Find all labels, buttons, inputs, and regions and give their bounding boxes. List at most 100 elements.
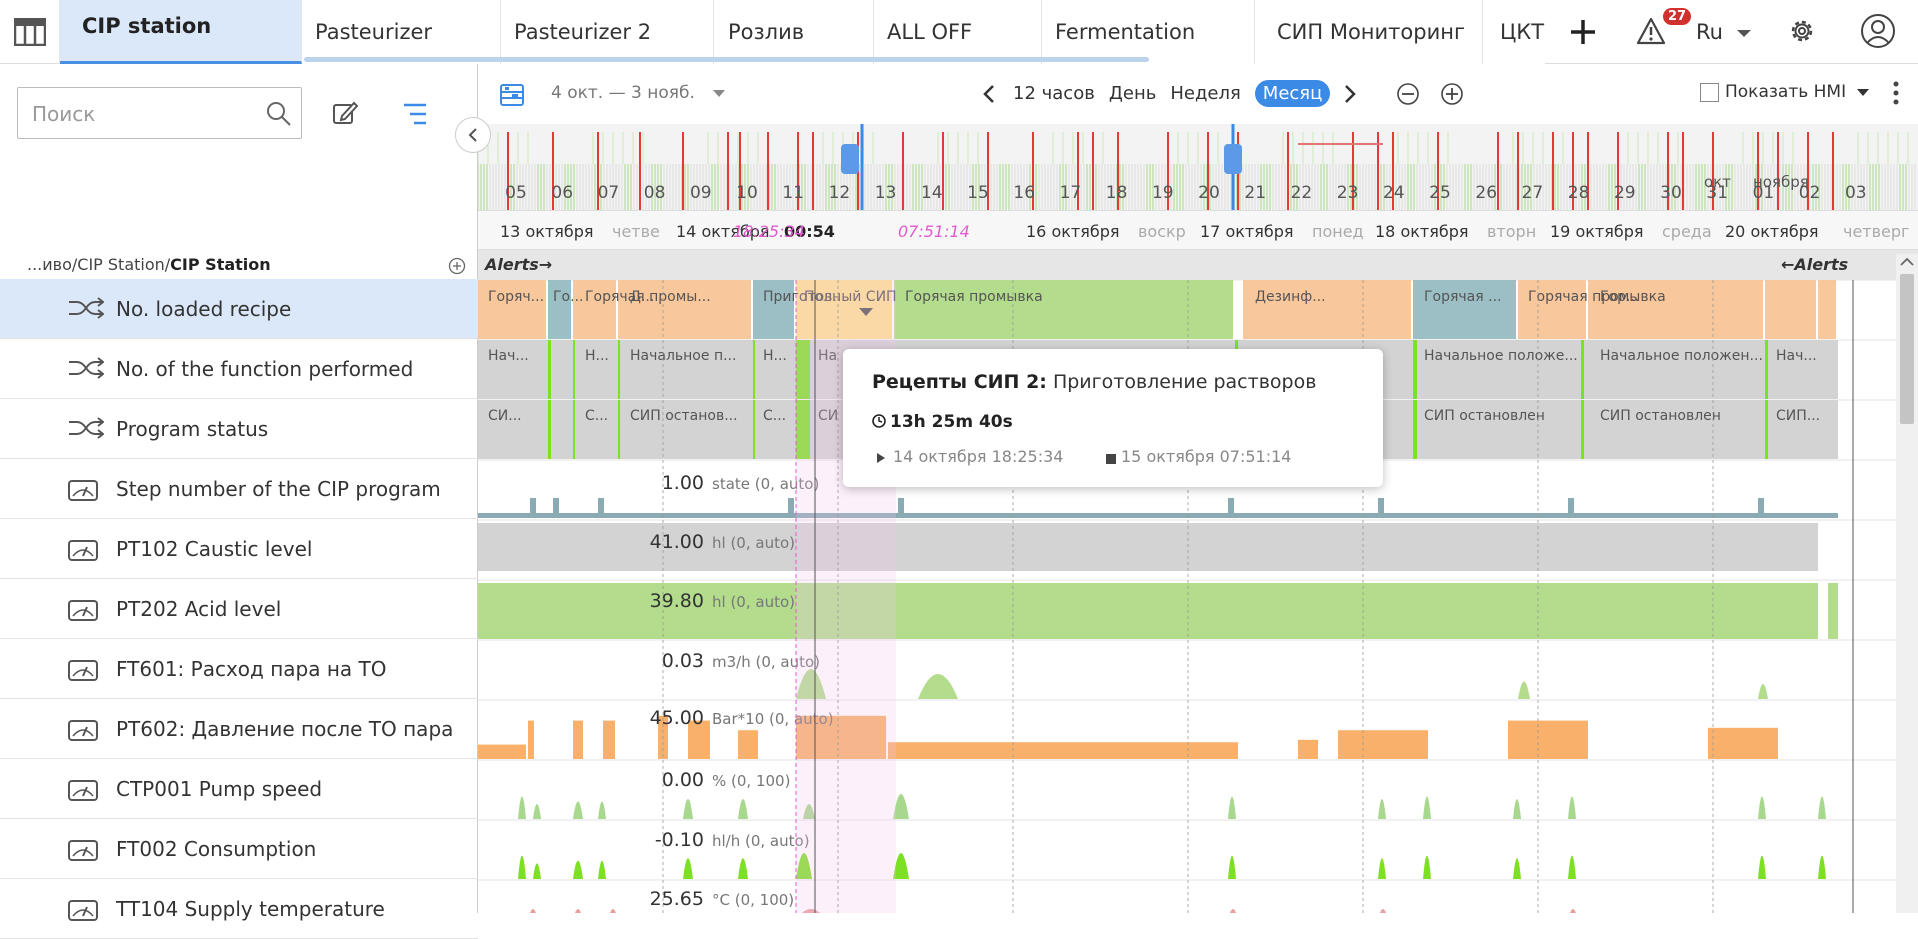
alerts-right-label[interactable]: ←Alerts bbox=[1781, 255, 1849, 274]
pump-speed-peak bbox=[518, 796, 526, 819]
user-avatar-icon[interactable] bbox=[1860, 13, 1896, 53]
recipe-segment[interactable] bbox=[1818, 280, 1836, 339]
add-circle-icon[interactable] bbox=[448, 257, 466, 279]
gauge-icon bbox=[68, 779, 100, 805]
recipe-segment[interactable] bbox=[796, 280, 892, 339]
signal-row[interactable]: No. loaded recipe bbox=[0, 279, 478, 339]
vertical-scrollbar[interactable] bbox=[1896, 254, 1918, 913]
temperature-peak bbox=[1380, 909, 1386, 913]
gauge-icon bbox=[68, 719, 100, 745]
recipe-segment[interactable] bbox=[1765, 280, 1816, 339]
scroll-up-icon[interactable] bbox=[1900, 257, 1914, 267]
day-axis-weekday: понед bbox=[1312, 222, 1364, 241]
zoom-in-icon[interactable] bbox=[1440, 82, 1464, 106]
pump-speed-peak bbox=[738, 799, 748, 819]
recipe-segment[interactable] bbox=[1518, 280, 1586, 339]
alert-warning-icon[interactable] bbox=[1636, 17, 1666, 49]
recipe-segment[interactable] bbox=[753, 280, 794, 339]
period-month-button[interactable]: Месяц bbox=[1254, 80, 1331, 107]
range-handle-right[interactable] bbox=[1224, 144, 1242, 174]
tooltip-name: Приготовление растворов bbox=[1052, 371, 1317, 393]
state-transition bbox=[1581, 340, 1584, 399]
period-12h-button[interactable]: 12 часов bbox=[1013, 83, 1095, 104]
scrollbar-thumb[interactable] bbox=[1900, 274, 1914, 424]
function-segment-label: Н... bbox=[585, 348, 609, 364]
tab-pasteurizer-2[interactable]: Pasteurizer 2 bbox=[501, 0, 714, 64]
show-hmi-checkbox[interactable] bbox=[1700, 82, 1719, 102]
gauge-icon bbox=[68, 479, 100, 505]
steam-flow-peak bbox=[796, 669, 826, 699]
recipe-segment[interactable] bbox=[573, 280, 616, 339]
tab-fermentation[interactable]: Fermentation bbox=[1042, 0, 1255, 64]
recipe-segment[interactable] bbox=[618, 280, 751, 339]
recipe-segment[interactable] bbox=[478, 280, 546, 339]
show-hmi-toggle[interactable]: Показать HMI bbox=[1700, 82, 1870, 102]
day-axis: 13 октября четве 14 октября 16 октября воскр… bbox=[478, 210, 1918, 250]
day-axis-date: 20 октября bbox=[1725, 222, 1819, 241]
step-spike bbox=[788, 498, 794, 515]
overview-month-label: ноября bbox=[1753, 173, 1809, 191]
signal-value: 1.00 bbox=[662, 472, 704, 494]
breadcrumb-path[interactable]: ...иво/CIP Station/ bbox=[27, 255, 171, 274]
status-segment-label: СИП останов... bbox=[630, 408, 738, 424]
signal-unit: Bar*10 (0, auto) bbox=[712, 710, 834, 728]
tab-rozliv[interactable]: Розлив bbox=[714, 0, 874, 64]
signal-row[interactable]: FT601: Расход пара на ТО bbox=[0, 639, 478, 699]
signal-row[interactable]: Program status bbox=[0, 399, 478, 459]
date-range-label: 4 окт. — 3 нояб. bbox=[551, 83, 695, 103]
search-input[interactable]: Поиск bbox=[17, 87, 302, 139]
tabs-scrollbar[interactable] bbox=[304, 57, 1149, 62]
signal-row[interactable]: No. of the function performed bbox=[0, 339, 478, 399]
consumption-peak bbox=[518, 855, 526, 879]
chevron-down-icon[interactable] bbox=[1856, 88, 1870, 97]
tab-pasteurizer[interactable]: Pasteurizer bbox=[302, 0, 501, 64]
more-vertical-icon[interactable] bbox=[1892, 80, 1900, 110]
overview-day-label: 14 bbox=[921, 183, 943, 203]
alerts-left-label[interactable]: Alerts→ bbox=[485, 255, 553, 274]
apps-grid-icon[interactable] bbox=[0, 0, 60, 64]
signal-row[interactable]: CTP001 Pump speed bbox=[0, 759, 478, 819]
recipe-segment[interactable] bbox=[1413, 280, 1516, 339]
tooltip-title: Рецепты СИП 2: Приготовление растворов bbox=[872, 371, 1316, 393]
recipe-segment[interactable] bbox=[1243, 280, 1411, 339]
recipe-segment[interactable] bbox=[1588, 280, 1763, 339]
tab-ckt[interactable]: ЦКТ bbox=[1483, 0, 1545, 64]
timeline-view-icon[interactable] bbox=[500, 84, 524, 110]
period-week-button[interactable]: Неделя bbox=[1170, 83, 1241, 104]
edit-icon[interactable] bbox=[332, 100, 359, 130]
list-tree-icon[interactable] bbox=[402, 102, 428, 130]
timeline-toolbar: 4 окт. — 3 нояб. 12 часов День Неделя Ме… bbox=[478, 64, 1918, 124]
signal-row[interactable]: Step number of the CIP program bbox=[0, 459, 478, 519]
overview-day-label: 26 bbox=[1475, 183, 1497, 203]
gear-icon[interactable] bbox=[1788, 17, 1816, 49]
pump-speed-peak bbox=[573, 801, 583, 819]
signal-row[interactable]: PT202 Acid level bbox=[0, 579, 478, 639]
language-selector[interactable]: Ru bbox=[1696, 20, 1752, 44]
step-spike bbox=[1758, 498, 1764, 515]
signal-row[interactable]: PT102 Caustic level bbox=[0, 519, 478, 579]
overview-day-label: 24 bbox=[1383, 183, 1405, 203]
overview-day-label: 21 bbox=[1244, 183, 1266, 203]
signal-label: FT002 Consumption bbox=[116, 836, 317, 861]
pressure-block bbox=[573, 720, 583, 759]
chevron-left-icon[interactable] bbox=[983, 84, 995, 103]
signal-row[interactable]: PT602: Давление после ТО пара bbox=[0, 699, 478, 759]
period-day-button[interactable]: День bbox=[1108, 83, 1157, 104]
tab-cip-station[interactable]: CIP station bbox=[60, 0, 302, 64]
overview-month-label: окт bbox=[1704, 173, 1731, 191]
date-range-selector[interactable]: 4 окт. — 3 нояб. bbox=[551, 83, 726, 103]
collapse-panel-button[interactable] bbox=[455, 117, 491, 153]
recipe-segment[interactable] bbox=[894, 280, 1233, 339]
chevron-right-icon[interactable] bbox=[1344, 84, 1357, 103]
tab-sip-monitoring[interactable]: СИП Мониторинг bbox=[1255, 0, 1483, 64]
signal-row[interactable]: FT002 Consumption bbox=[0, 819, 478, 879]
overview-timeline[interactable]: 05 06 07 08 09 10 11 12 13 14 15 16 17 18 19 20 21 22 23 24… bbox=[478, 124, 1918, 210]
recipe-segment[interactable] bbox=[548, 280, 571, 339]
add-icon[interactable] bbox=[1570, 19, 1596, 49]
signal-row[interactable]: TT104 Supply temperature bbox=[0, 879, 478, 939]
tab-all-off[interactable]: ALL OFF bbox=[874, 0, 1042, 64]
overview-day-label: 13 bbox=[875, 183, 897, 203]
zoom-out-icon[interactable] bbox=[1396, 82, 1420, 106]
overview-day-label: 01 bbox=[1753, 183, 1775, 203]
range-handle-left[interactable] bbox=[841, 144, 859, 174]
